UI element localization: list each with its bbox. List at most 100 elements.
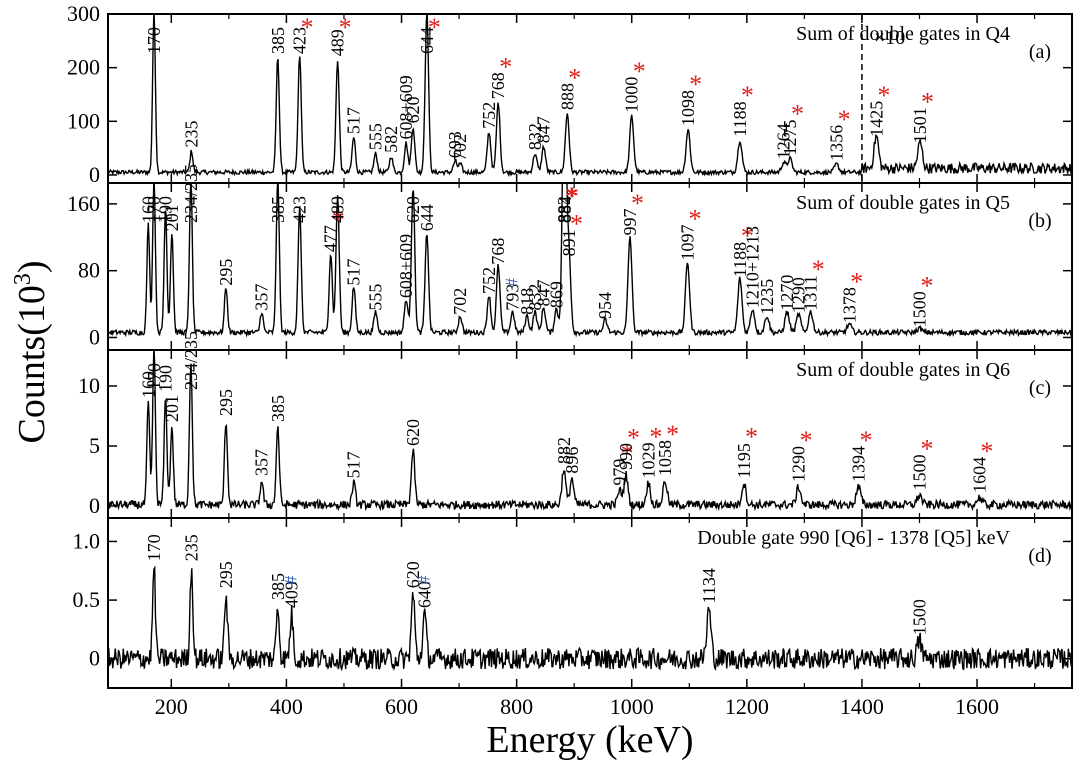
peak-label: 1501	[910, 107, 930, 143]
peak-label: 882	[554, 196, 574, 223]
y-tick-label: 80	[78, 258, 100, 283]
gamma-star-marker: *	[428, 13, 441, 42]
peak-label: 1134	[699, 568, 719, 603]
gamma-star-marker: *	[332, 206, 345, 235]
peak-label: 1356	[827, 125, 847, 161]
peak-label: 235	[181, 534, 201, 561]
peak-label: 423	[290, 196, 310, 223]
gamma-star-marker: *	[627, 423, 640, 452]
y-tick-label: 300	[67, 1, 100, 26]
peak-label: 517	[344, 107, 364, 134]
gamma-star-marker: *	[920, 272, 933, 301]
peak-label: 385	[268, 573, 288, 600]
gamma-star-marker: *	[980, 437, 993, 466]
peak-label: 170	[144, 196, 164, 223]
x-tick-label: 1200	[725, 694, 769, 719]
peak-label: 170	[144, 534, 164, 561]
peak-label: 620	[403, 96, 423, 123]
panel-tag: (a)	[1029, 41, 1051, 63]
gamma-star-marker: *	[649, 423, 662, 452]
peak-label: 979	[610, 459, 630, 486]
peak-label: 768	[488, 72, 508, 99]
peak-label: 644	[417, 204, 437, 231]
peak-label: 832	[525, 284, 545, 311]
gamma-star-marker: *	[689, 205, 702, 234]
peak-label: 489	[328, 196, 348, 223]
gamma-star-marker: *	[877, 81, 890, 110]
gamma-star-marker: *	[859, 426, 872, 455]
peak-label: 409	[282, 581, 302, 608]
peak-label: 385	[268, 27, 288, 54]
peak-label: 517	[344, 259, 364, 286]
peak-label: 882	[554, 437, 574, 464]
gamma-star-marker: *	[800, 426, 813, 455]
x-tick-label: 1000	[610, 694, 654, 719]
peak-label: 693	[445, 131, 465, 158]
peak-label: 608+609	[396, 234, 416, 298]
peak-label: 1290	[789, 277, 809, 313]
spectrum-line	[108, 350, 1072, 512]
gamma-star-marker: *	[838, 105, 851, 134]
peak-label: 1290	[789, 446, 809, 482]
peak-label: 385	[268, 196, 288, 223]
peak-label: 847	[534, 116, 554, 143]
peak-label: 608+609	[396, 75, 416, 139]
y-tick-label: 160	[67, 191, 100, 216]
y-tick-label: 0	[89, 646, 100, 671]
contaminant-hash-marker: #	[502, 278, 522, 287]
x-tick-label: 1600	[955, 694, 999, 719]
peak-label: 1311	[801, 275, 821, 310]
peak-label: 1188	[730, 101, 750, 136]
gamma-star-marker: *	[631, 189, 644, 218]
peak-label: 160	[138, 371, 158, 398]
peak-label: 832	[525, 123, 545, 150]
panel-tag: (b)	[1028, 210, 1051, 232]
y-tick-label: 0	[89, 493, 100, 518]
peak-label: 1098	[678, 90, 698, 126]
x-tick-label: 800	[500, 694, 533, 719]
peak-label: 1058	[655, 440, 675, 476]
peak-label: 1500	[909, 454, 929, 490]
peak-label: 620	[403, 419, 423, 446]
peak-label: 1270	[777, 275, 797, 311]
gamma-star-marker: *	[633, 57, 646, 86]
peak-label: 884	[555, 196, 575, 223]
peak-label: 702	[450, 288, 470, 315]
gamma-star-marker: *	[745, 423, 758, 452]
peak-label: 1235	[757, 279, 777, 315]
gamma-star-marker: *	[850, 267, 863, 296]
peak-label: 1275	[780, 120, 800, 156]
peak-label: 752	[479, 102, 499, 129]
gamma-star-marker: *	[621, 439, 634, 468]
peak-label: 295	[216, 259, 236, 286]
peak-label: 793	[503, 284, 523, 311]
gamma-star-marker: *	[568, 63, 581, 92]
spectrum-line	[108, 183, 1072, 338]
peak-label: 954	[595, 292, 615, 319]
peak-label: 869	[546, 281, 566, 308]
gamma-star-marker: *	[499, 53, 512, 82]
peak-label: 234/235	[181, 164, 201, 223]
gamma-star-marker: *	[920, 435, 933, 464]
spectrum-line	[108, 14, 1072, 177]
panel-title: Sum of double gates in Q6	[796, 359, 1010, 381]
peak-label: 1097	[678, 225, 698, 261]
peak-label: 997	[620, 208, 640, 235]
peak-label: 477	[321, 225, 341, 252]
panel-d: 0 0.5 1.0 200 400 600 800 1000 1200 1400 1600 Doubl…	[73, 517, 1073, 719]
gamma-star-marker: *	[921, 87, 934, 116]
peak-label: 644	[417, 27, 437, 54]
peak-label: 234/235	[181, 331, 201, 390]
peak-label: 295	[216, 561, 236, 588]
peak-label: 517	[344, 451, 364, 478]
peak-label: 1604	[969, 457, 989, 493]
gamma-star-marker: *	[741, 221, 754, 250]
gamma-star-marker: *	[566, 182, 579, 211]
gamma-star-marker: *	[741, 81, 754, 110]
panel-tag: (d)	[1028, 545, 1051, 567]
peak-label: 1378	[839, 287, 859, 323]
peak-label: 1500	[909, 599, 929, 635]
panel-c: 0 5 10 Sum of double gates in Q6 (c) 16017019…	[78, 331, 1073, 519]
peak-label: 160	[138, 196, 158, 223]
